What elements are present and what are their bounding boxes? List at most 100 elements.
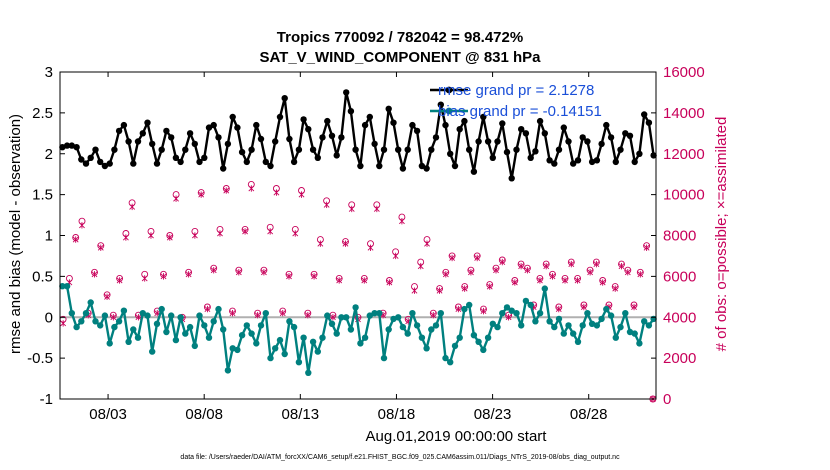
rmse-point xyxy=(361,121,369,129)
bias-point xyxy=(172,336,180,344)
bias-point xyxy=(338,314,345,321)
rmse-point xyxy=(134,138,142,145)
obs-assimilated-marker xyxy=(135,314,142,321)
right-tick-label: 6000 xyxy=(663,268,696,285)
bias-point xyxy=(333,330,340,337)
bias-point xyxy=(536,310,544,317)
bias-point xyxy=(447,359,454,366)
rmse-point xyxy=(305,126,312,133)
bias-point xyxy=(149,348,156,355)
bias-point xyxy=(645,322,653,329)
bias-point xyxy=(442,354,449,362)
rmse-point xyxy=(272,138,279,145)
rmse-point xyxy=(357,162,364,170)
obs-assimilated-marker xyxy=(599,279,606,286)
bias-point xyxy=(97,322,104,329)
right-tick-label: 4000 xyxy=(663,309,696,326)
rmse-point xyxy=(253,121,260,129)
rmse-point xyxy=(168,134,175,141)
obs-assimilated-marker xyxy=(468,269,474,276)
bias-point xyxy=(461,305,468,313)
rmse-point xyxy=(191,140,198,148)
rmse-point xyxy=(565,138,572,145)
rmse-point xyxy=(480,113,487,121)
y-tick-label: 0 xyxy=(45,309,53,326)
bias-point xyxy=(570,330,577,337)
rmse-point xyxy=(423,165,430,172)
obs-assimilated-marker xyxy=(361,277,368,284)
bias-point xyxy=(281,350,288,358)
rmse-point xyxy=(442,121,449,129)
rmse-point xyxy=(588,158,596,166)
rmse-point xyxy=(636,150,643,157)
y-tick-label: 1 xyxy=(45,228,53,245)
rmse-point xyxy=(641,111,648,118)
obs-assimilated-marker xyxy=(461,285,468,292)
rmse-point xyxy=(532,148,539,155)
rmse-point xyxy=(437,101,444,108)
rmse-point xyxy=(115,127,123,135)
bias-point xyxy=(248,330,255,337)
rmse-point xyxy=(508,175,515,182)
obs-assimilated-marker xyxy=(486,283,493,290)
rmse-point xyxy=(376,162,383,170)
bias-point xyxy=(357,340,364,347)
rmse-point xyxy=(295,146,303,153)
obs-assimilated-marker xyxy=(505,314,512,321)
obs-assimilated-marker xyxy=(141,275,148,282)
obs-assimilated-marker xyxy=(217,230,223,237)
obs-assimilated-marker xyxy=(185,271,192,278)
bias-point xyxy=(290,323,298,331)
bias-point xyxy=(196,312,203,319)
bias-point xyxy=(380,354,388,362)
obs-assimilated-marker xyxy=(104,293,110,301)
bias-point xyxy=(267,354,274,362)
bias-point xyxy=(276,336,284,344)
rmse-point xyxy=(186,130,194,137)
bias-point xyxy=(423,345,430,352)
right-tick-label: 16000 xyxy=(663,64,705,81)
bias-point xyxy=(319,334,326,341)
rmse-point xyxy=(456,126,463,133)
bias-point xyxy=(555,315,563,323)
rmse-point xyxy=(428,146,435,153)
bias-point xyxy=(300,334,307,341)
rmse-point xyxy=(220,165,227,172)
rmse-point xyxy=(555,146,563,153)
bias-point xyxy=(309,338,317,345)
rmse-point xyxy=(513,146,520,153)
y-tick-label: 3 xyxy=(45,64,53,81)
obs-assimilated-marker xyxy=(166,234,173,241)
rmse-point xyxy=(248,146,255,153)
bias-point xyxy=(286,318,293,325)
bias-point xyxy=(395,314,402,321)
bias-point xyxy=(503,304,511,311)
bias-point xyxy=(305,369,312,376)
rmse-point xyxy=(489,154,496,161)
right-tick-label: 8000 xyxy=(663,228,696,245)
legend-rmse-label: rmse grand pr = 2.1278 xyxy=(438,82,594,99)
y-tick-label: 0.5 xyxy=(32,268,53,285)
y-tick-label: 1.5 xyxy=(32,187,53,204)
bias-point xyxy=(622,310,629,317)
rmse-point xyxy=(617,146,624,153)
rmse-point xyxy=(343,89,350,96)
obs-assimilated-marker xyxy=(436,287,443,294)
rmse-point xyxy=(645,119,653,126)
rmse-point xyxy=(333,152,340,159)
bias-point xyxy=(158,305,165,313)
obs-assimilated-marker xyxy=(612,285,619,292)
bias-point xyxy=(466,301,473,309)
bias-point xyxy=(484,334,492,341)
obs-assimilated-marker xyxy=(191,232,198,239)
rmse-point xyxy=(390,119,397,126)
rmse-point xyxy=(92,146,99,153)
x-tick-label: 08/08 xyxy=(185,406,223,423)
bias-point xyxy=(92,318,99,325)
rmse-point xyxy=(82,160,90,167)
legend-bias-marker xyxy=(445,107,453,115)
bias-point xyxy=(641,318,648,325)
bias-point xyxy=(182,330,189,337)
obs-assimilated-marker xyxy=(543,262,550,270)
bias-point xyxy=(272,345,279,352)
